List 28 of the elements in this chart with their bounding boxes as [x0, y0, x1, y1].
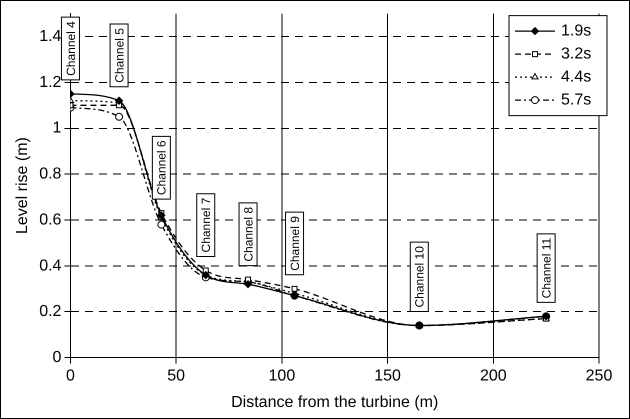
annotation: Channel 5: [112, 28, 126, 83]
annotation: Channel 9: [288, 216, 302, 271]
legend-label: 4.4s: [561, 68, 592, 86]
legend-label: 3.2s: [561, 46, 592, 63]
annotation: Channel 4: [64, 20, 78, 76]
x-tick-label: 200: [480, 368, 507, 385]
y-tick-label: 0.2: [39, 303, 62, 320]
annotation: Channel 8: [241, 206, 256, 262]
x-tick-label: 150: [374, 368, 402, 385]
x-axis-title: Distance from the turbine (m): [231, 394, 438, 411]
x-tick-label: 100: [268, 368, 296, 385]
y-axis-title: Level rise (m): [14, 137, 32, 234]
y-tick-label: 0.6: [39, 211, 62, 228]
x-tick-label: 0: [66, 368, 75, 385]
annotation: Channel 6: [154, 140, 169, 196]
y-tick-label: 0.8: [39, 166, 62, 183]
legend-label: 1.9s: [561, 22, 592, 40]
legend-label: 5.7s: [561, 92, 592, 109]
x-tick-label: 250: [586, 368, 612, 385]
annotation: Channel 10: [412, 246, 427, 308]
annotation: Channel 11: [539, 238, 554, 298]
y-tick-label: 0: [52, 349, 62, 366]
y-tick-label: 1.2: [39, 74, 62, 91]
x-tick-label: 50: [167, 368, 186, 385]
y-tick-label: 0.4: [39, 257, 62, 274]
annotation: Channel 7: [199, 197, 214, 252]
y-tick-label: 1.4: [39, 28, 62, 45]
y-tick-label: 1: [52, 120, 62, 137]
